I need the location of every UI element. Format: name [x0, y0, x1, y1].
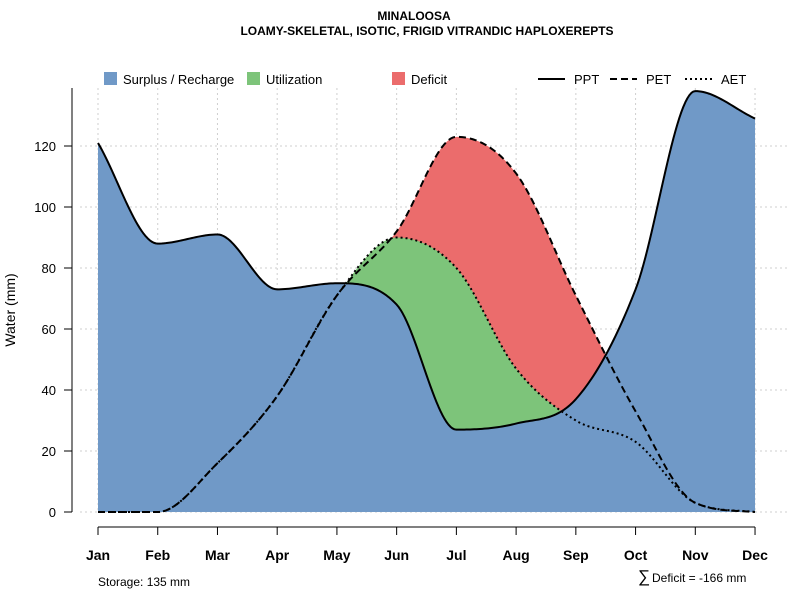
legend-label: Utilization — [266, 72, 322, 87]
legend: Surplus / Recharge Utilization Deficit PPT P… — [104, 72, 746, 87]
legend-label: AET — [721, 72, 746, 87]
y-tick-label: 60 — [42, 322, 56, 337]
x-tick-label-aug: Aug — [503, 547, 530, 563]
x-tick-label-jul: Jul — [446, 547, 466, 563]
legend-swatch-deficit — [392, 72, 405, 85]
x-tick-label-feb: Feb — [145, 547, 170, 563]
y-tick-label: 120 — [34, 139, 56, 154]
legend-label: PPT — [574, 72, 599, 87]
y-tick-label: 100 — [34, 200, 56, 215]
y-tick-label: 20 — [42, 444, 56, 459]
x-tick-label-jan: Jan — [86, 547, 110, 563]
area-surplus-recharge — [98, 91, 756, 512]
x-tick-label-dec: Dec — [742, 547, 768, 563]
legend-label: Surplus / Recharge — [123, 72, 234, 87]
y-tick-label: 80 — [42, 261, 56, 276]
sum-icon: ∑ — [638, 567, 650, 586]
y-axis-title: Water (mm) — [2, 273, 18, 346]
x-tick-label-may: May — [323, 547, 350, 563]
series-line-ppt — [97, 90, 756, 431]
storage-annotation: Storage: 135 mm — [98, 575, 190, 589]
plot-area: 0 20 40 60 80 100 120 Jan Feb Mar Apr May Jun Jul Aug S… — [34, 88, 790, 563]
series-line-pet — [98, 135, 756, 513]
x-tick-label-oct: Oct — [624, 547, 648, 563]
x-tick-label-jun: Jun — [384, 547, 409, 563]
x-tick-label-apr: Apr — [265, 547, 290, 563]
legend-swatch-utilization — [247, 72, 260, 85]
legend-swatch-surplus-recharge — [104, 72, 117, 85]
y-tick-label: 40 — [42, 383, 56, 398]
chart-title: MINALOOSA — [377, 9, 451, 23]
deficit-annotation: Deficit = -166 mm — [652, 571, 746, 585]
legend-label: PET — [646, 72, 671, 87]
x-tick-label-sep: Sep — [563, 547, 589, 563]
chart-subtitle: LOAMY-SKELETAL, ISOTIC, FRIGID VITRANDIC… — [240, 24, 613, 38]
x-tick-label-mar: Mar — [205, 547, 230, 563]
legend-label: Deficit — [411, 72, 448, 87]
x-tick-label-nov: Nov — [682, 547, 709, 563]
y-tick-label: 0 — [49, 505, 56, 520]
